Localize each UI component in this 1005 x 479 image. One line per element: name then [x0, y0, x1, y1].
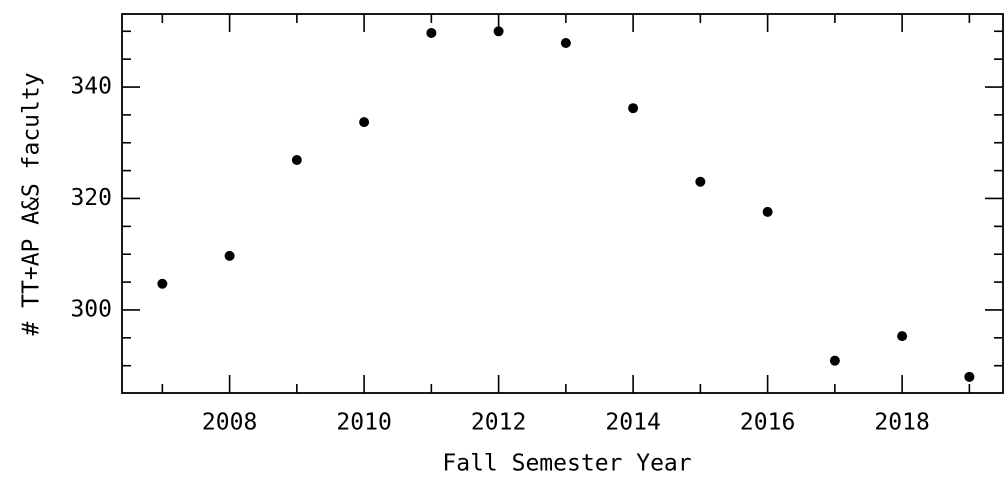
point [359, 117, 370, 128]
x-tick-label: 2012 [471, 410, 526, 436]
point [762, 206, 773, 217]
x-tick-label: 2010 [336, 410, 391, 436]
point [291, 155, 302, 166]
y-tick-label: 340 [70, 74, 112, 100]
x-tick-label: 2018 [874, 410, 929, 436]
y-tick-label: 300 [70, 296, 112, 322]
x-tick-label: 2008 [202, 410, 257, 436]
point [829, 355, 840, 366]
point [224, 250, 235, 261]
point [897, 331, 908, 342]
x-tick-label: 2014 [605, 410, 660, 436]
point [964, 371, 975, 382]
point [426, 27, 437, 38]
x-tick-label: 2016 [740, 410, 795, 436]
point [157, 278, 168, 289]
point [695, 176, 706, 187]
point [493, 26, 504, 37]
point [560, 37, 571, 48]
y-tick-label: 320 [70, 185, 112, 211]
y-axis-label: # TT+AP A&S faculty [19, 72, 45, 335]
plot-frame [121, 13, 1004, 394]
x-axis-label: Fall Semester Year [442, 451, 691, 477]
point [628, 103, 639, 114]
